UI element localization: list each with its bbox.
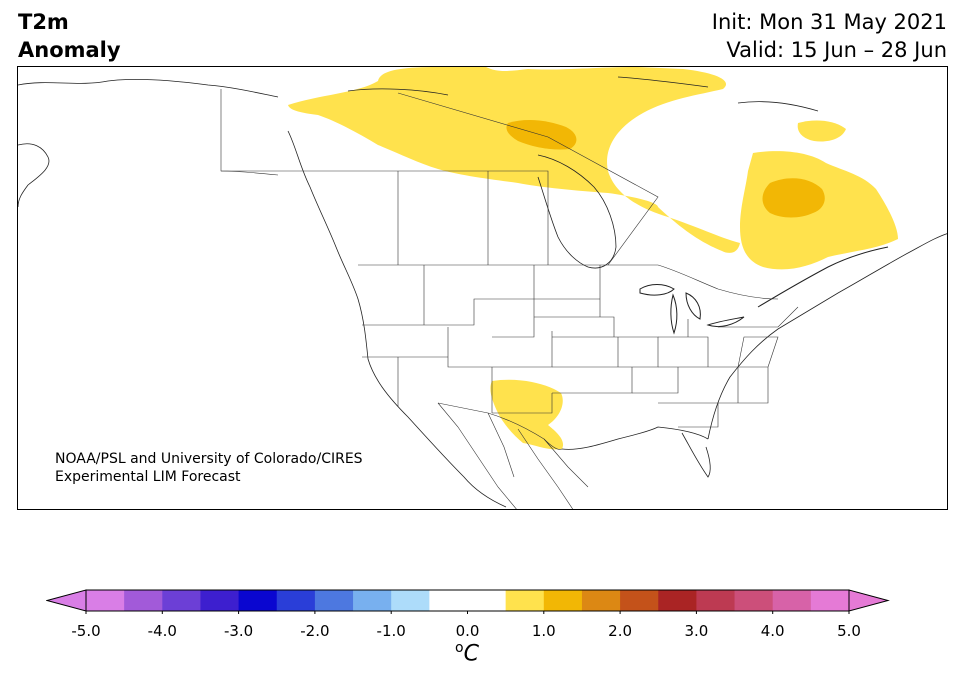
map-title: T2m Anomaly [18,8,121,64]
colorbar-tick-label: -2.0 [300,622,330,640]
alaska-border [220,89,279,176]
alaska-coast [18,78,279,98]
pacific-coast [287,130,507,508]
colorbar-tick-label: -1.0 [376,622,406,640]
us-canada-border [358,264,779,300]
colorbar-tick-label: -3.0 [223,622,254,640]
colorbar-cell [86,590,125,611]
alaska-west-coast [18,143,50,208]
atlantic-coast [707,233,947,440]
colorbar-cell [353,590,392,611]
great-lakes [639,246,889,335]
anomaly-texas [490,379,564,450]
colorbar-tick-label: 1.0 [531,622,556,640]
colorbar-cell [696,590,736,611]
init-date: Init: Mon 31 May 2021 [711,10,947,34]
colorbar-cell [734,590,774,611]
credit-line-1: NOAA/PSL and University of Colorado/CIRE… [55,451,363,467]
title-line-2: Anomaly [18,38,121,62]
us-states-east [632,306,799,428]
colorbar-ticks [85,611,850,614]
colorbar-tick-label: 2.0 [608,622,633,640]
colorbar-cell [658,590,697,611]
colorbar [46,589,890,614]
title-line-1: T2m [18,10,69,34]
colorbar-cell [810,590,850,611]
colorbar-cell [581,590,621,611]
anomaly-baffin-south [797,120,846,142]
florida [681,432,711,478]
unit-letter: C [463,641,479,667]
mexico-states [437,402,589,509]
hudson-bay [537,154,617,269]
gulf-coast [561,426,709,450]
anomaly-core-labrador [762,178,825,218]
colorbar-tick-label: 0.0 [455,622,480,640]
colorbar-cell [314,590,354,611]
colorbar-unit: oC [447,640,487,666]
colorbar-cell [772,590,812,611]
colorbar-cell [505,590,545,611]
arctic-islands [347,76,819,112]
colorbar-extend-max [848,589,890,612]
coastlines [18,76,947,508]
colorbar-cell [429,590,468,611]
lake-superior [639,284,675,296]
lake-michigan [670,293,678,335]
colorbar-cells [86,590,850,611]
lake-erie [706,316,745,328]
valid-range: Valid: 15 Jun – 28 Jun [726,38,947,62]
colorbar-extend-min [46,589,87,612]
us-mexico-border [437,402,563,450]
colorbar-cell [200,590,240,611]
anomaly-canada-north [288,67,740,253]
colorbar-tick-label: 3.0 [684,622,709,640]
canada-provinces [221,92,659,266]
us-states-central [492,265,659,414]
colorbar-cell [543,590,583,611]
colorbar-tick-label: 4.0 [760,622,785,640]
credit-line-2: Experimental LIM Forecast [55,469,241,485]
colorbar-cell [162,590,201,611]
colorbar-cell [391,590,430,611]
anomaly-labrador [740,151,898,270]
credit-text: NOAA/PSL and University of Colorado/CIRE… [55,450,363,486]
forecast-info: Init: Mon 31 May 2021 Valid: 15 Jun – 28… [712,8,947,64]
borders [220,89,799,509]
colorbar-cell [124,590,163,611]
colorbar-cell [467,590,507,611]
colorbar-tick-label: -5.0 [71,622,101,640]
us-states-west [362,265,553,413]
colorbar-cell [620,590,659,611]
unit-degree: o [455,640,464,656]
map-panel: NOAA/PSL and University of Colorado/CIRE… [17,66,948,510]
st-lawrence [757,246,889,308]
colorbar-tick-label: -4.0 [147,622,177,640]
anomaly-light [288,67,898,450]
lake-huron [685,292,701,320]
map-canvas [18,67,947,509]
colorbar-cell [238,590,278,611]
colorbar-tick-label: 5.0 [837,622,861,640]
colorbar-cell [276,590,316,611]
